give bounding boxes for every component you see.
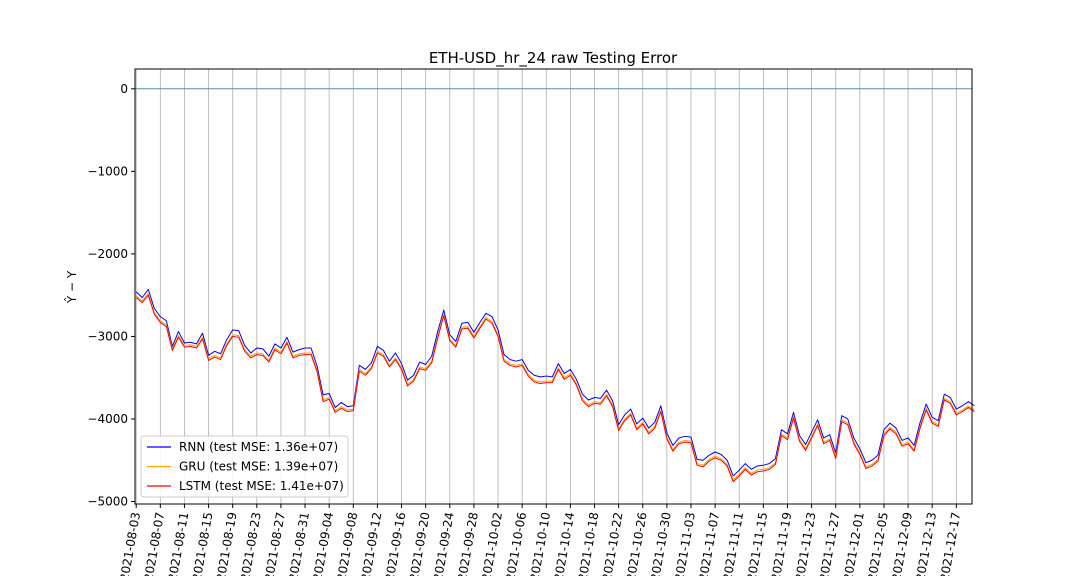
y-axis-label: Ŷ − Y xyxy=(64,270,79,304)
y-tick-label: −3000 xyxy=(87,329,128,343)
y-tick-label: −2000 xyxy=(87,247,128,261)
y-tick-label: −4000 xyxy=(87,412,128,426)
y-tick-label: −5000 xyxy=(87,495,128,509)
series-lines xyxy=(135,288,975,483)
legend-label-lstm: LSTM (test MSE: 1.41e+07) xyxy=(179,479,344,493)
series-line-rnn xyxy=(135,288,975,477)
chart-title: ETH-USD_hr_24 raw Testing Error xyxy=(429,49,678,68)
legend-label-rnn: RNN (test MSE: 1.36e+07) xyxy=(179,440,338,454)
plot-area-frame xyxy=(134,68,973,505)
y-tick-label: −1000 xyxy=(87,164,128,178)
y-axis: 0 −1000 −2000 −3000 −4000 −5000 xyxy=(87,82,135,509)
legend: RNN (test MSE: 1.36e+07) GRU (test MSE: 1… xyxy=(140,435,349,498)
series-line-gru xyxy=(135,293,975,481)
legend-box xyxy=(140,435,349,498)
series-line-lstm xyxy=(135,294,975,483)
y-tick-label: 0 xyxy=(120,82,128,96)
x-gridlines xyxy=(135,69,957,504)
legend-label-gru: GRU (test MSE: 1.39e+07) xyxy=(179,460,338,474)
